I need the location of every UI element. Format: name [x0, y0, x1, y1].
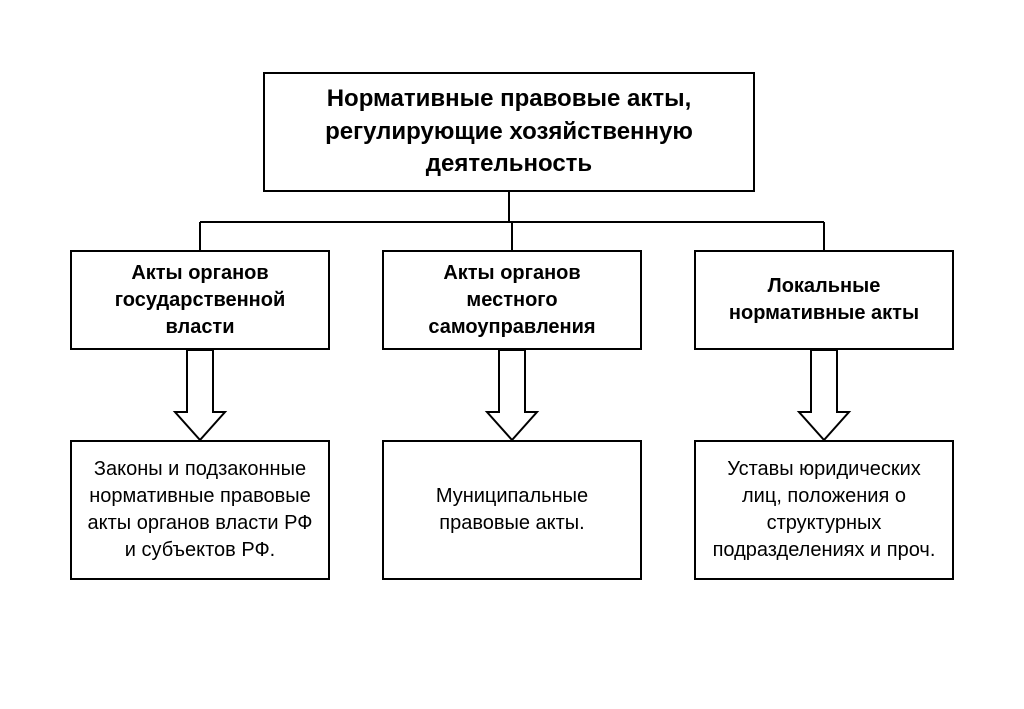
leaf-node-label: Законы и подзаконные нормативные правовы…	[86, 456, 314, 564]
leaf-node-state: Законы и подзаконные нормативные правовы…	[70, 440, 330, 580]
mid-node-label: Локальные нормативные акты	[710, 273, 938, 327]
leaf-node-label: Уставы юридических лиц, положения о стру…	[710, 456, 938, 564]
down-arrow-icon	[175, 350, 225, 440]
diagram-canvas: Нормативные правовые акты, регулирующие …	[0, 0, 1024, 709]
down-arrow-icon	[799, 350, 849, 440]
mid-node-intern: Локальные нормативные акты	[694, 250, 954, 350]
root-node: Нормативные правовые акты, регулирующие …	[263, 72, 755, 192]
leaf-node-intern: Уставы юридических лиц, положения о стру…	[694, 440, 954, 580]
leaf-node-local: Муниципальные правовые акты.	[382, 440, 642, 580]
mid-node-label: Акты органов государственной власти	[86, 260, 314, 341]
mid-node-label: Акты органов местного самоуправления	[398, 260, 626, 341]
leaf-node-label: Муниципальные правовые акты.	[398, 483, 626, 537]
mid-node-state: Акты органов государственной власти	[70, 250, 330, 350]
mid-node-local: Акты органов местного самоуправления	[382, 250, 642, 350]
root-node-label: Нормативные правовые акты, регулирующие …	[279, 83, 739, 180]
down-arrow-icon	[487, 350, 537, 440]
